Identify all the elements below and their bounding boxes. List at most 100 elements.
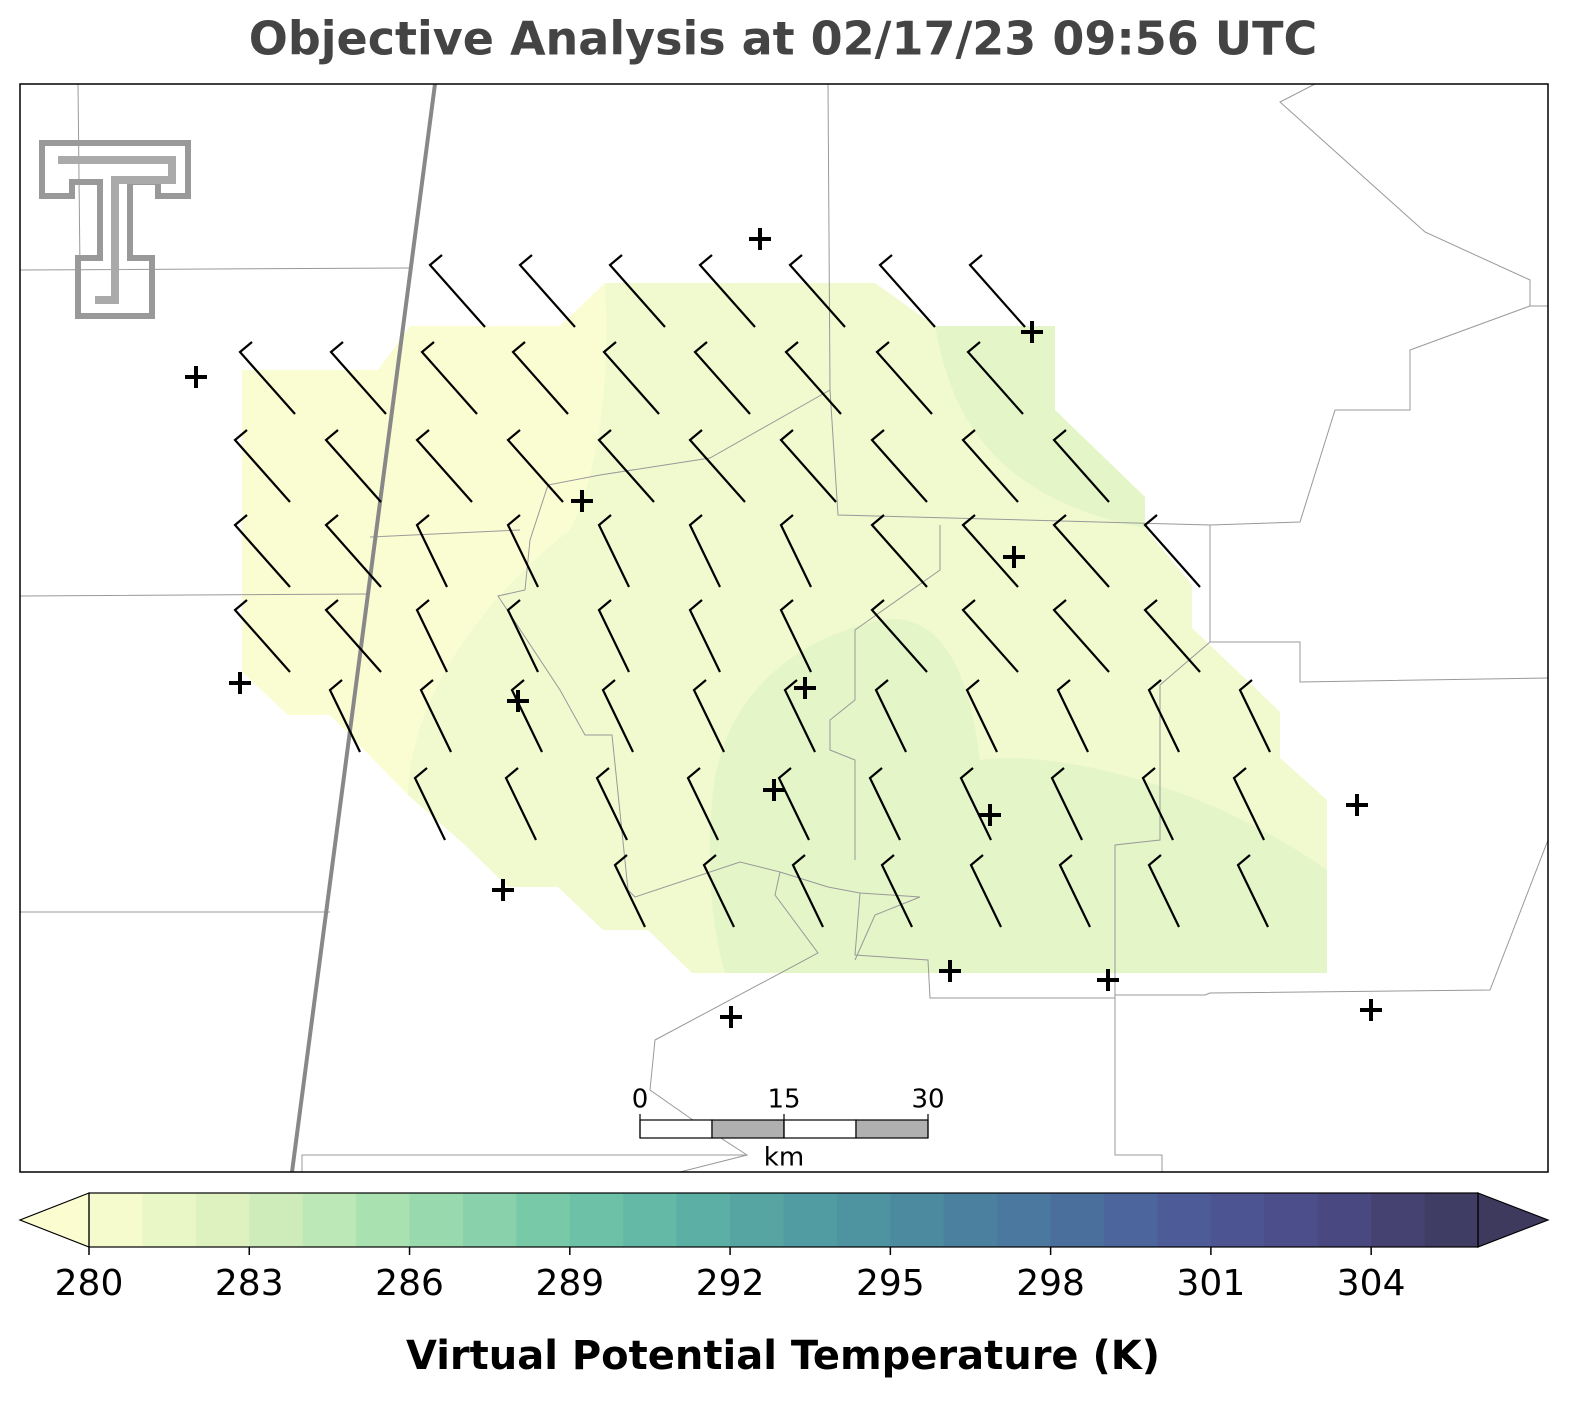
scale-segment [855,1119,929,1139]
wind-barb [1050,767,1083,841]
wind-barb [1056,679,1089,753]
colorbar-bin [195,1193,250,1247]
wind-barb [328,679,361,753]
colorbar-tick-label: 280 [55,1263,124,1304]
analysis-field-mid [408,283,1327,973]
colorbar-bin [1104,1193,1158,1247]
wind-barb [1052,514,1110,588]
scale-label: 0 [632,1085,649,1115]
wind-barb [1141,767,1174,841]
wind-barb [329,341,387,415]
wind-barb [510,679,543,753]
wind-barb [688,599,721,673]
logo [39,140,191,319]
colorbar-extend-high [1477,1192,1550,1248]
colorbar-tick-label: 295 [856,1263,925,1304]
wind-barb [702,854,735,928]
wind-barb [779,429,837,503]
colorbar-bin [1050,1193,1105,1247]
wind-barb [783,679,816,753]
colorbar-tick-label: 286 [375,1263,444,1304]
colorbar-tick-label: 283 [215,1263,284,1304]
wind-barb [961,514,1019,588]
wind-barb [788,254,846,328]
station [229,672,251,694]
colorbar-label: Virtual Potential Temperature (K) [406,1333,1160,1379]
wind-barb [420,341,478,415]
wind-barb [874,679,907,753]
colorbar-bin [302,1193,357,1247]
colorbar-tick-label: 292 [696,1263,765,1304]
colorbar-tick-label: 289 [535,1263,604,1304]
wind-barb [688,514,721,588]
wind-barb [324,599,382,673]
colorbar-bin [676,1193,731,1247]
colorbar-bin [1371,1193,1426,1247]
wind-barb [692,679,725,753]
station [720,1006,742,1028]
wind-barb [870,429,928,503]
wind-barb [779,514,812,588]
wind-barb [504,767,537,841]
wind-barb [1058,854,1091,928]
wind-barb [324,429,382,503]
map: 0 15 30 km [19,83,1549,1173]
stations [185,228,1382,1028]
colorbar-bin [623,1193,678,1247]
wind-barb [506,514,539,588]
wind-barb [415,429,473,503]
wind-barb [1147,854,1180,928]
colorbar-bin [462,1193,517,1247]
colorbar-bin [356,1193,411,1247]
boundaries [20,84,1548,1172]
wind-barb [969,854,1002,928]
wind-barb [777,767,810,841]
wind-barb [961,599,1019,673]
colorbar-tick-label: 304 [1337,1263,1406,1304]
colorbar-bin [1317,1193,1372,1247]
station [1021,321,1043,343]
scale-segment [639,1119,713,1139]
colorbar-tick-label: 298 [1016,1263,1085,1304]
station [939,960,961,982]
scale-segment [783,1119,857,1139]
colorbar-bin [730,1193,784,1247]
wind-barb [880,854,913,928]
colorbar-bin [249,1193,304,1247]
wind-barb [1143,599,1201,673]
colorbar-bin [783,1193,838,1247]
wind-barb [413,767,446,841]
colorbar-bin [1264,1193,1319,1247]
wind-barb [597,599,630,673]
map-frame [19,83,1549,1173]
wind-barb [233,429,291,503]
wind-barb [602,341,660,415]
wind-barb [959,767,992,841]
wind-barb [878,254,936,328]
colorbar-bin [1424,1193,1479,1247]
colorbar-frame [88,1192,1479,1248]
colorbar-bin [943,1193,998,1247]
colorbar-bin [836,1193,891,1247]
colorbar-tick-label: 301 [1177,1263,1246,1304]
wind-barb [968,254,1026,328]
wind-barb [875,341,933,415]
colorbar-bin [89,1193,143,1247]
station [1360,999,1382,1021]
colorbar-bin [1210,1193,1265,1247]
wind-barb [597,429,655,503]
wind-barb [324,514,382,588]
wind-barb [1232,767,1265,841]
analysis-field-warm [709,326,1327,973]
wind-barb [1052,599,1110,673]
wind-barb [966,341,1024,415]
station [1097,969,1119,991]
station [571,490,593,512]
wind-barb [870,514,928,588]
station [1003,546,1025,568]
wind-barb [608,254,666,328]
wind-barb [518,254,576,328]
station [1346,794,1368,816]
wind-barb [1052,429,1110,503]
